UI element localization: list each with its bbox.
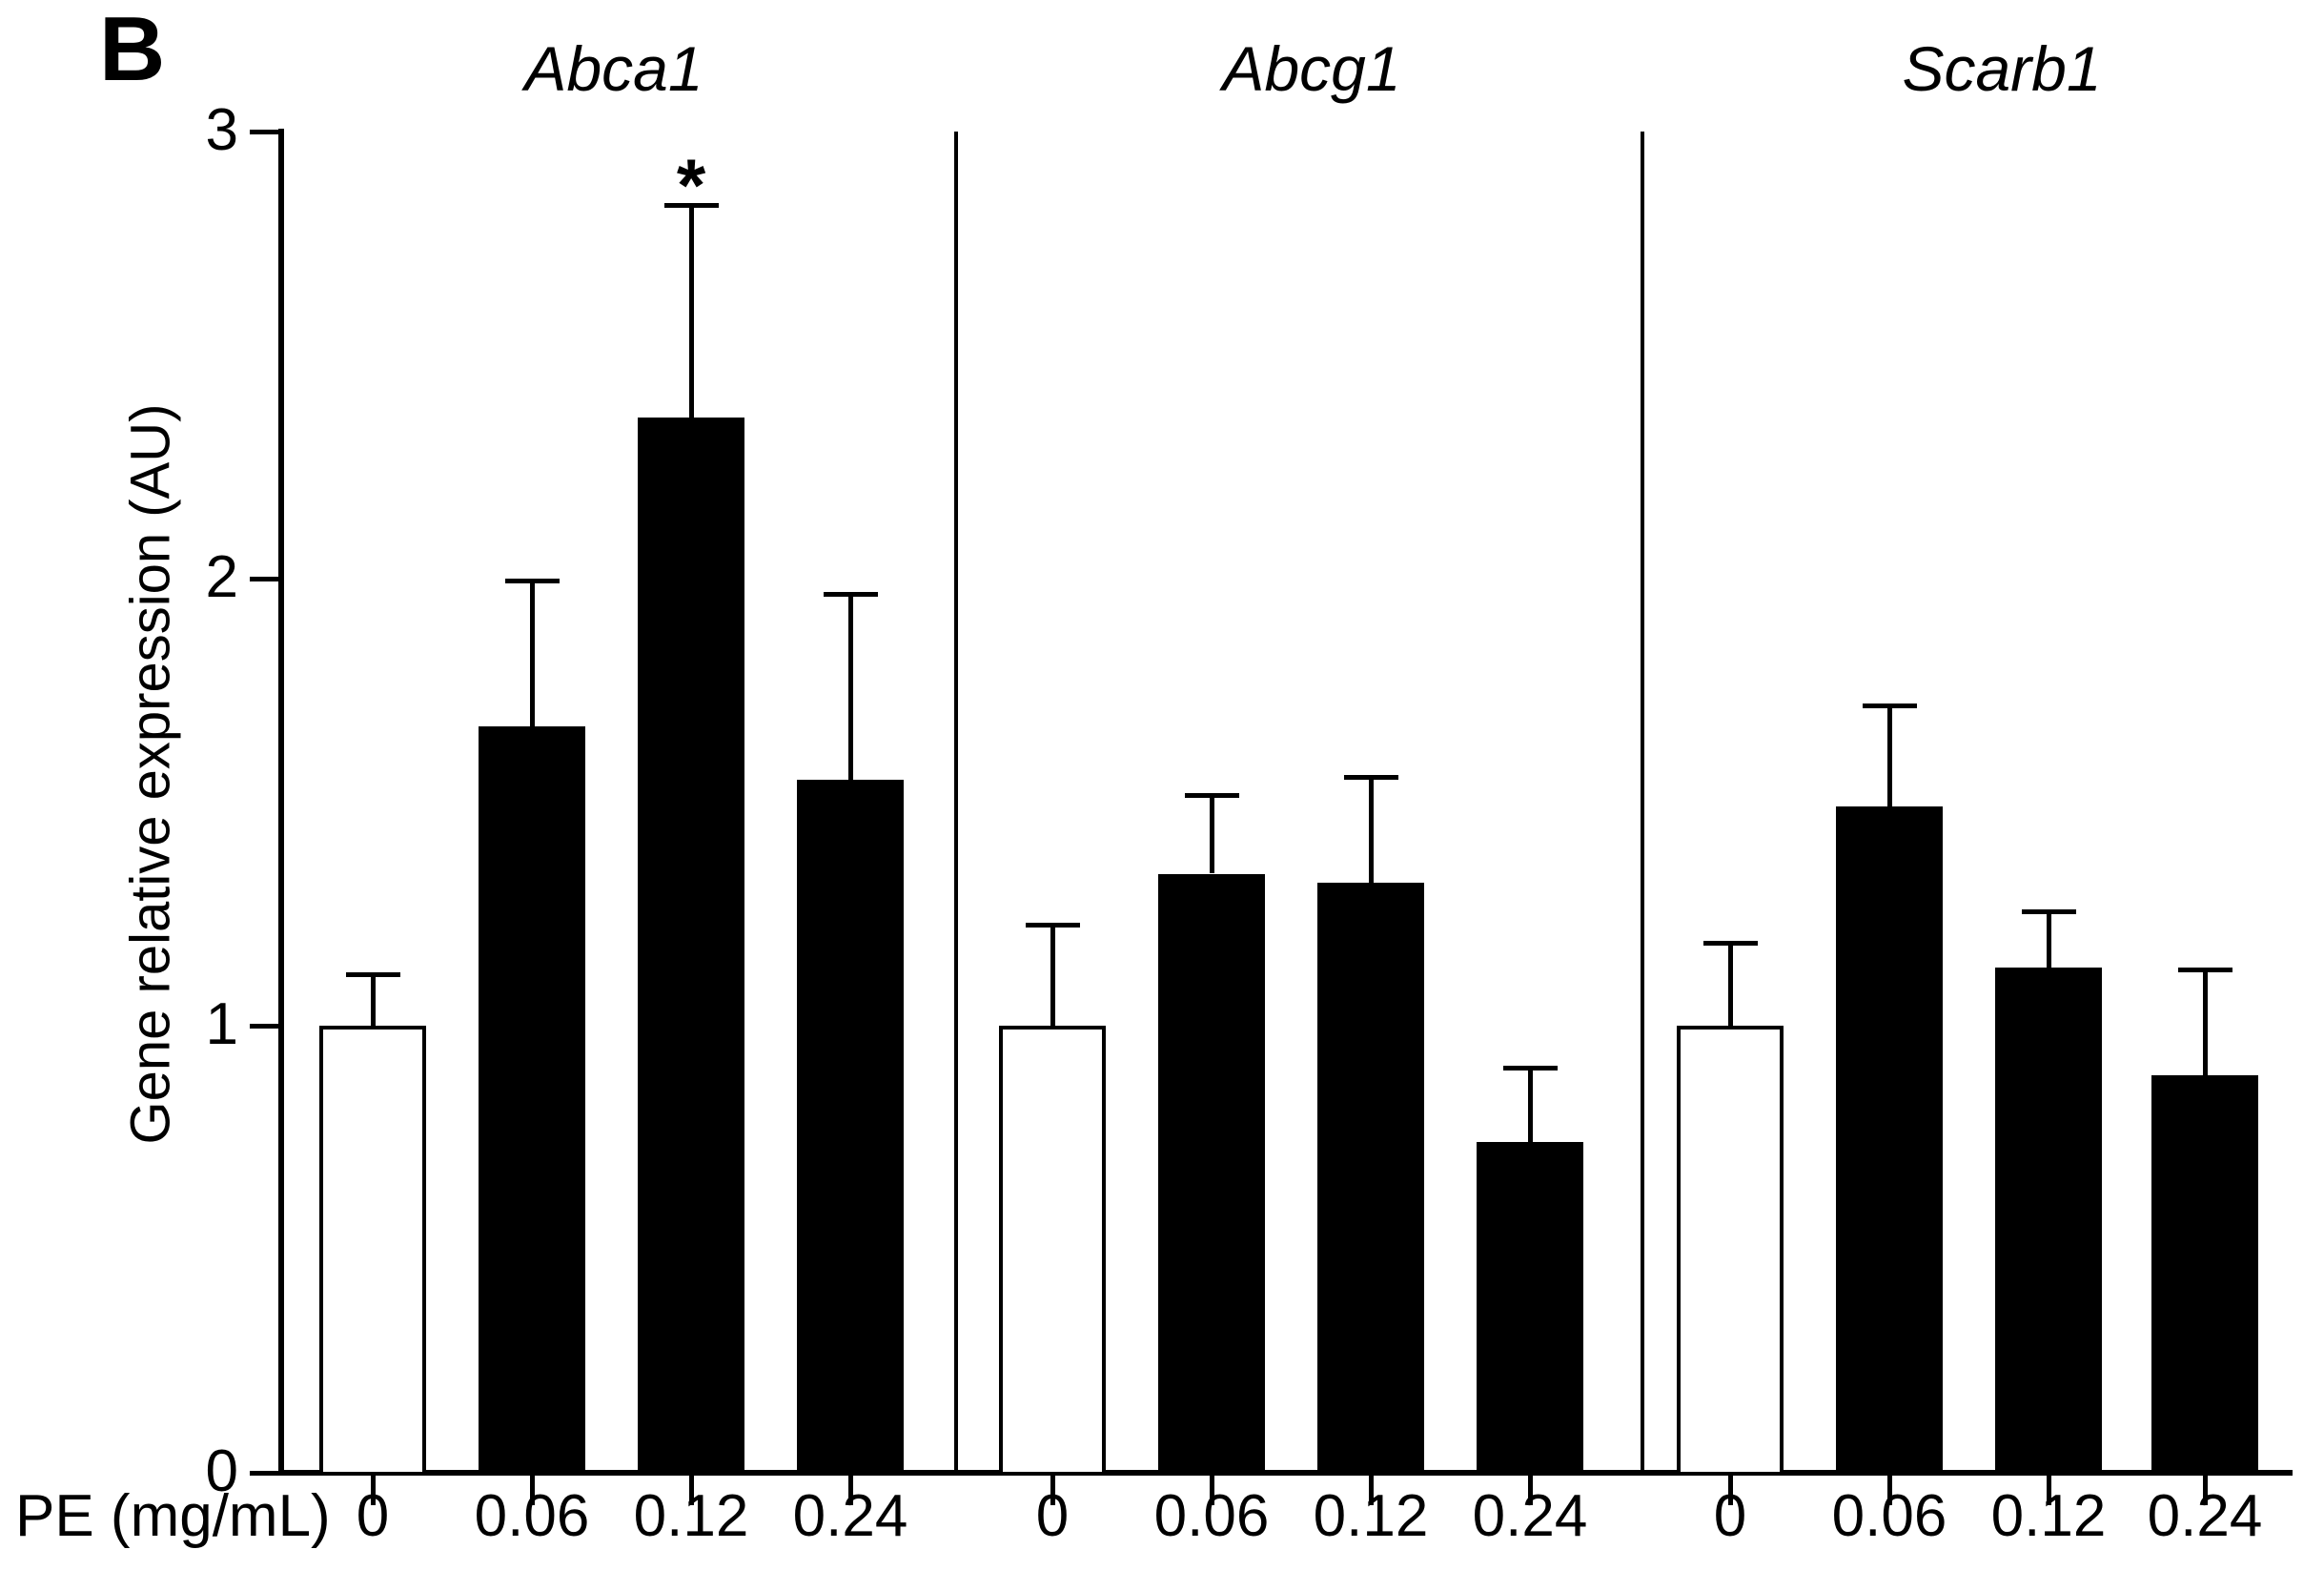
x-axis-line: [278, 1470, 2293, 1476]
x-axis-tick: [371, 1475, 376, 1505]
significance-star: *: [676, 143, 706, 227]
x-axis-tick-label: 0.12: [633, 1483, 749, 1549]
x-axis-tick: [1728, 1475, 1733, 1505]
y-axis-tick-label: 2: [205, 544, 238, 610]
x-axis-tick-label: 0.24: [2147, 1483, 2263, 1549]
y-axis-tick-label: 1: [205, 991, 238, 1057]
error-bar-cap: [824, 592, 878, 597]
error-bar-line: [371, 972, 376, 1026]
error-bar-cap: [2022, 909, 2076, 914]
x-axis-tick-label: 0.12: [1990, 1483, 2107, 1549]
error-bar-line: [1887, 703, 1892, 806]
y-axis-tick: [250, 1471, 280, 1476]
x-axis-tick: [689, 1475, 694, 1505]
x-axis-tick-label: 0.24: [1472, 1483, 1588, 1549]
error-bar-cap: [1026, 923, 1080, 928]
panel-separator: [1641, 132, 1644, 1473]
error-bar-cap: [1344, 775, 1398, 780]
bar-abcg1-0.24: [1477, 1142, 1583, 1476]
bar-abcg1-0.06: [1158, 874, 1265, 1476]
error-bar-line: [1528, 1066, 1533, 1142]
bar-abca1-0.24: [797, 780, 904, 1476]
bar-scarb1-0.06: [1836, 806, 1943, 1476]
error-bar-cap: [1863, 703, 1917, 708]
x-axis-tick: [530, 1475, 535, 1505]
x-axis-tick-label: 0.06: [474, 1483, 590, 1549]
error-bar-line: [1210, 793, 1214, 873]
error-bar-line: [689, 203, 694, 418]
error-bar-cap: [1185, 793, 1239, 798]
error-bar-line: [1369, 775, 1374, 883]
bar-abcg1-0.12: [1317, 883, 1424, 1476]
panel-title-scarb1: Scarb1: [1902, 33, 2102, 104]
bar-abca1-0.12: [638, 418, 744, 1476]
x-axis-tick-label: 0: [356, 1483, 390, 1549]
x-axis-tick: [1887, 1475, 1892, 1505]
x-axis-tick: [848, 1475, 853, 1505]
panel-title-abca1: Abca1: [524, 33, 703, 104]
x-axis-tick-label: 0: [1035, 1483, 1070, 1549]
panel-separator: [954, 132, 958, 1473]
error-bar-cap: [664, 203, 719, 208]
x-axis-tick: [2203, 1475, 2208, 1505]
x-axis-title: PE (mg/mL): [15, 1483, 331, 1549]
error-bar-line: [1050, 923, 1055, 1026]
x-axis-tick-label: 0.24: [792, 1483, 908, 1549]
y-axis-tick-label: 0: [205, 1438, 238, 1504]
bar-abca1-0: [319, 1026, 426, 1476]
error-bar-cap: [505, 579, 560, 583]
x-axis-tick-label: 0.06: [1153, 1483, 1270, 1549]
y-axis-line: [278, 129, 284, 1476]
error-bar-line: [2047, 909, 2051, 968]
bar-scarb1-0.12: [1995, 968, 2102, 1476]
y-axis-tick-label: 3: [205, 97, 238, 163]
y-axis-tick: [250, 130, 280, 134]
bar-abca1-0.06: [479, 726, 585, 1476]
x-axis-tick-label: 0: [1713, 1483, 1747, 1549]
bar-scarb1-0: [1677, 1026, 1784, 1476]
y-axis-tick: [250, 1024, 280, 1029]
bar-abcg1-0: [999, 1026, 1106, 1476]
x-axis-tick-label: 0.12: [1313, 1483, 1429, 1549]
error-bar-line: [848, 592, 853, 780]
x-axis-tick: [1210, 1475, 1214, 1505]
error-bar-line: [530, 579, 535, 726]
x-axis-tick-label: 0.06: [1831, 1483, 1947, 1549]
error-bar-line: [1728, 941, 1733, 1026]
x-axis-tick: [1050, 1475, 1055, 1505]
error-bar-cap: [1703, 941, 1758, 946]
error-bar-line: [2203, 968, 2208, 1075]
x-axis-tick: [1369, 1475, 1374, 1505]
y-axis-tick: [250, 577, 280, 581]
x-axis-tick: [2047, 1475, 2051, 1505]
error-bar-cap: [2178, 968, 2232, 972]
figure-panel-label: B: [99, 0, 166, 100]
error-bar-cap: [1503, 1066, 1558, 1070]
bar-scarb1-0.24: [2151, 1075, 2258, 1476]
panel-title-abcg1: Abcg1: [1222, 33, 1401, 104]
x-axis-tick: [1528, 1475, 1533, 1505]
error-bar-cap: [346, 972, 400, 977]
